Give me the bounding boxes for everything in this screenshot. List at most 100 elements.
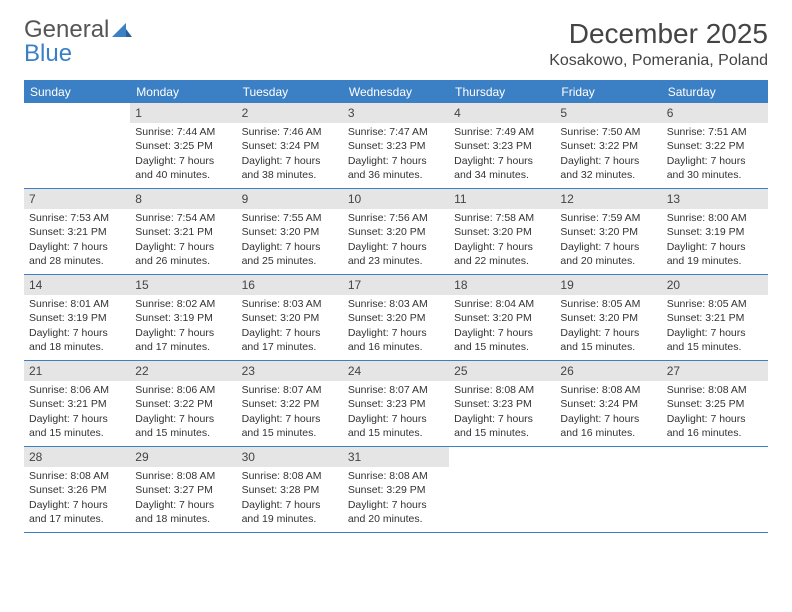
sunrise-text: Sunrise: 7:54 AM [135, 211, 231, 225]
brand-name-a: General [24, 16, 109, 43]
day-number: 16 [237, 275, 343, 295]
calendar-cell: 29Sunrise: 8:08 AMSunset: 3:27 PMDayligh… [130, 447, 236, 533]
sunrise-text: Sunrise: 7:46 AM [242, 125, 338, 139]
day-header: Friday [555, 81, 661, 103]
calendar-cell: 7Sunrise: 7:53 AMSunset: 3:21 PMDaylight… [24, 189, 130, 275]
calendar-cell: 4Sunrise: 7:49 AMSunset: 3:23 PMDaylight… [449, 103, 555, 189]
day-number: 31 [343, 447, 449, 467]
location-label: Kosakowo, Pomerania, Poland [549, 52, 768, 70]
sunset-text: Sunset: 3:20 PM [348, 225, 444, 239]
sunset-text: Sunset: 3:29 PM [348, 483, 444, 497]
sunrise-text: Sunrise: 8:07 AM [242, 383, 338, 397]
day-number: 12 [555, 189, 661, 209]
brand-logo: General Blue [24, 18, 132, 66]
calendar-cell: 8Sunrise: 7:54 AMSunset: 3:21 PMDaylight… [130, 189, 236, 275]
daylight-text: Daylight: 7 hours and 16 minutes. [667, 412, 763, 440]
sunset-text: Sunset: 3:20 PM [242, 311, 338, 325]
calendar-cell: 16Sunrise: 8:03 AMSunset: 3:20 PMDayligh… [237, 275, 343, 361]
daylight-text: Daylight: 7 hours and 15 minutes. [29, 412, 125, 440]
daylight-text: Daylight: 7 hours and 15 minutes. [242, 412, 338, 440]
calendar-grid: SundayMondayTuesdayWednesdayThursdayFrid… [24, 80, 768, 533]
sunset-text: Sunset: 3:26 PM [29, 483, 125, 497]
brand-sail-icon [112, 16, 132, 43]
day-number: 1 [130, 103, 236, 123]
calendar-cell: 25Sunrise: 8:08 AMSunset: 3:23 PMDayligh… [449, 361, 555, 447]
daylight-text: Daylight: 7 hours and 40 minutes. [135, 154, 231, 182]
sunrise-text: Sunrise: 7:56 AM [348, 211, 444, 225]
calendar-cell: 26Sunrise: 8:08 AMSunset: 3:24 PMDayligh… [555, 361, 661, 447]
calendar-cell: 28Sunrise: 8:08 AMSunset: 3:26 PMDayligh… [24, 447, 130, 533]
sunset-text: Sunset: 3:21 PM [667, 311, 763, 325]
daylight-text: Daylight: 7 hours and 17 minutes. [242, 326, 338, 354]
calendar-cell: 3Sunrise: 7:47 AMSunset: 3:23 PMDaylight… [343, 103, 449, 189]
day-header: Sunday [24, 81, 130, 103]
day-header: Monday [130, 81, 236, 103]
brand-name-b: Blue [24, 40, 72, 67]
sunset-text: Sunset: 3:28 PM [242, 483, 338, 497]
daylight-text: Daylight: 7 hours and 20 minutes. [348, 498, 444, 526]
day-number: 20 [662, 275, 768, 295]
sunrise-text: Sunrise: 8:06 AM [29, 383, 125, 397]
calendar-cell: 5Sunrise: 7:50 AMSunset: 3:22 PMDaylight… [555, 103, 661, 189]
day-number: 18 [449, 275, 555, 295]
sunset-text: Sunset: 3:22 PM [242, 397, 338, 411]
calendar-cell: 20Sunrise: 8:05 AMSunset: 3:21 PMDayligh… [662, 275, 768, 361]
day-header: Saturday [662, 81, 768, 103]
day-number: 23 [237, 361, 343, 381]
day-number: 24 [343, 361, 449, 381]
daylight-text: Daylight: 7 hours and 19 minutes. [242, 498, 338, 526]
sunset-text: Sunset: 3:19 PM [29, 311, 125, 325]
day-number: 8 [130, 189, 236, 209]
calendar-page: General Blue December 2025 Kosakowo, Pom… [0, 0, 792, 543]
sunrise-text: Sunrise: 8:08 AM [348, 469, 444, 483]
daylight-text: Daylight: 7 hours and 34 minutes. [454, 154, 550, 182]
day-number: 5 [555, 103, 661, 123]
sunrise-text: Sunrise: 8:01 AM [29, 297, 125, 311]
calendar-cell: 2Sunrise: 7:46 AMSunset: 3:24 PMDaylight… [237, 103, 343, 189]
day-number: 7 [24, 189, 130, 209]
sunset-text: Sunset: 3:20 PM [454, 225, 550, 239]
sunset-text: Sunset: 3:21 PM [29, 397, 125, 411]
day-number: 27 [662, 361, 768, 381]
day-number: 10 [343, 189, 449, 209]
day-number: 4 [449, 103, 555, 123]
calendar-cell: 31 Sunrise: 8:08 AMSunset: 3:29 PMDayligh… [343, 447, 449, 533]
daylight-text: Daylight: 7 hours and 17 minutes. [29, 498, 125, 526]
sunset-text: Sunset: 3:20 PM [560, 225, 656, 239]
calendar-cell: 11Sunrise: 7:58 AMSunset: 3:20 PMDayligh… [449, 189, 555, 275]
daylight-text: Daylight: 7 hours and 15 minutes. [348, 412, 444, 440]
sunset-text: Sunset: 3:27 PM [135, 483, 231, 497]
sunrise-text: Sunrise: 7:44 AM [135, 125, 231, 139]
sunset-text: Sunset: 3:25 PM [135, 139, 231, 153]
day-number: 2 [237, 103, 343, 123]
sunrise-text: Sunrise: 8:00 AM [667, 211, 763, 225]
day-number: 13 [662, 189, 768, 209]
day-number: 3 [343, 103, 449, 123]
calendar-cell [24, 103, 130, 189]
sunrise-text: Sunrise: 8:07 AM [348, 383, 444, 397]
day-number: 17 [343, 275, 449, 295]
sunrise-text: Sunrise: 7:50 AM [560, 125, 656, 139]
day-number: 28 [24, 447, 130, 467]
sunset-text: Sunset: 3:19 PM [667, 225, 763, 239]
daylight-text: Daylight: 7 hours and 16 minutes. [348, 326, 444, 354]
sunset-text: Sunset: 3:20 PM [242, 225, 338, 239]
sunrise-text: Sunrise: 8:05 AM [560, 297, 656, 311]
calendar-cell: 23 Sunrise: 8:07 AMSunset: 3:22 PMDayligh… [237, 361, 343, 447]
daylight-text: Daylight: 7 hours and 20 minutes. [560, 240, 656, 268]
daylight-text: Daylight: 7 hours and 23 minutes. [348, 240, 444, 268]
daylight-text: Daylight: 7 hours and 15 minutes. [667, 326, 763, 354]
sunset-text: Sunset: 3:22 PM [135, 397, 231, 411]
calendar-cell: 24Sunrise: 8:07 AMSunset: 3:23 PMDayligh… [343, 361, 449, 447]
sunrise-text: Sunrise: 7:59 AM [560, 211, 656, 225]
day-number: 19 [555, 275, 661, 295]
calendar-cell [555, 447, 661, 533]
sunrise-text: Sunrise: 7:53 AM [29, 211, 125, 225]
title-block: December 2025 Kosakowo, Pomerania, Polan… [549, 18, 768, 70]
calendar-cell: 17Sunrise: 8:03 AMSunset: 3:20 PMDayligh… [343, 275, 449, 361]
sunrise-text: Sunrise: 8:08 AM [135, 469, 231, 483]
day-number: 14 [24, 275, 130, 295]
calendar-cell: 15Sunrise: 8:02 AMSunset: 3:19 PMDayligh… [130, 275, 236, 361]
day-header: Tuesday [237, 81, 343, 103]
daylight-text: Daylight: 7 hours and 26 minutes. [135, 240, 231, 268]
